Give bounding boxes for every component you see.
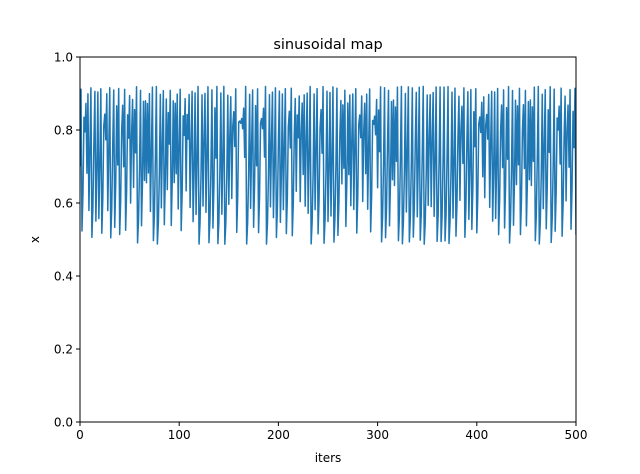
- chart-title: sinusoidal map: [273, 37, 382, 53]
- y-tick-label: 0.6: [54, 197, 73, 211]
- x-tick-label: 300: [366, 428, 389, 442]
- y-axis-label: x: [28, 236, 42, 243]
- series-line: [80, 85, 576, 245]
- x-axis-ticks: 0 100 200 300 400 500: [76, 422, 587, 442]
- series-layer: [80, 85, 576, 245]
- x-tick-label: 500: [565, 428, 588, 442]
- plot-frame: [79, 56, 577, 423]
- x-tick-label: 400: [465, 428, 488, 442]
- plot-area: [80, 85, 576, 245]
- x-tick-label: 100: [168, 428, 191, 442]
- x-tick-label: 0: [76, 428, 84, 442]
- y-tick-label: 0.4: [54, 270, 73, 284]
- y-tick-label: 0.0: [54, 416, 73, 430]
- y-axis-ticks: 0.0 0.2 0.4 0.6 0.8 1.0: [54, 51, 80, 430]
- x-axis-label: iters: [315, 451, 342, 465]
- x-tick-label: 200: [267, 428, 290, 442]
- y-tick-label: 0.8: [54, 124, 73, 138]
- y-tick-label: 0.2: [54, 343, 73, 357]
- y-tick-label: 1.0: [54, 51, 73, 65]
